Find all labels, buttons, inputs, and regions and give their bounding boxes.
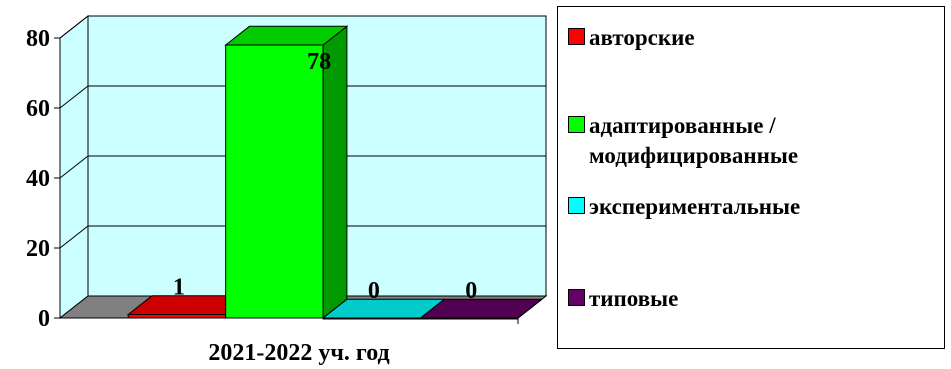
legend-swatch (568, 289, 585, 306)
legend-item: авторские (558, 23, 695, 53)
legend-swatch (568, 197, 585, 214)
legend-label: экспериментальные (589, 194, 801, 219)
y-tick-label: 40 (26, 166, 50, 192)
legend-label: авторские (589, 25, 695, 50)
gridline (59, 225, 546, 249)
bar-front (225, 44, 324, 319)
legend: авторские адаптированные / модифицированн… (557, 6, 945, 349)
legend-item: адаптированные / модифицированные (558, 111, 798, 171)
gridline (59, 85, 546, 109)
x-category-label: 2021-2022 уч. год (208, 340, 389, 366)
gridline (59, 15, 546, 39)
y-tick-label: 80 (26, 26, 50, 52)
data-label: 1 (173, 275, 185, 301)
legend-label: адаптированные / модифицированные (589, 113, 799, 168)
data-label: 78 (307, 49, 331, 75)
legend-swatch (568, 28, 585, 45)
y-tick-label: 0 (38, 306, 50, 332)
data-labels: 1 78 0 0 (173, 49, 477, 304)
legend-swatch (568, 116, 585, 133)
legend-item: экспериментальные (558, 192, 800, 222)
bar-top (224, 25, 349, 46)
bars (126, 25, 544, 320)
gridlines (59, 15, 546, 249)
y-axis-ticks: 0 20 40 60 80 (26, 26, 519, 332)
y-tick-label: 60 (26, 96, 50, 122)
y-tick-label: 20 (26, 236, 50, 262)
bar (224, 25, 349, 320)
data-label: 0 (465, 278, 477, 304)
legend-label: типовые (589, 286, 679, 311)
gridline (59, 155, 546, 179)
bar-front (127, 314, 227, 319)
data-label: 0 (368, 278, 380, 304)
legend-item: типовые (558, 284, 678, 314)
